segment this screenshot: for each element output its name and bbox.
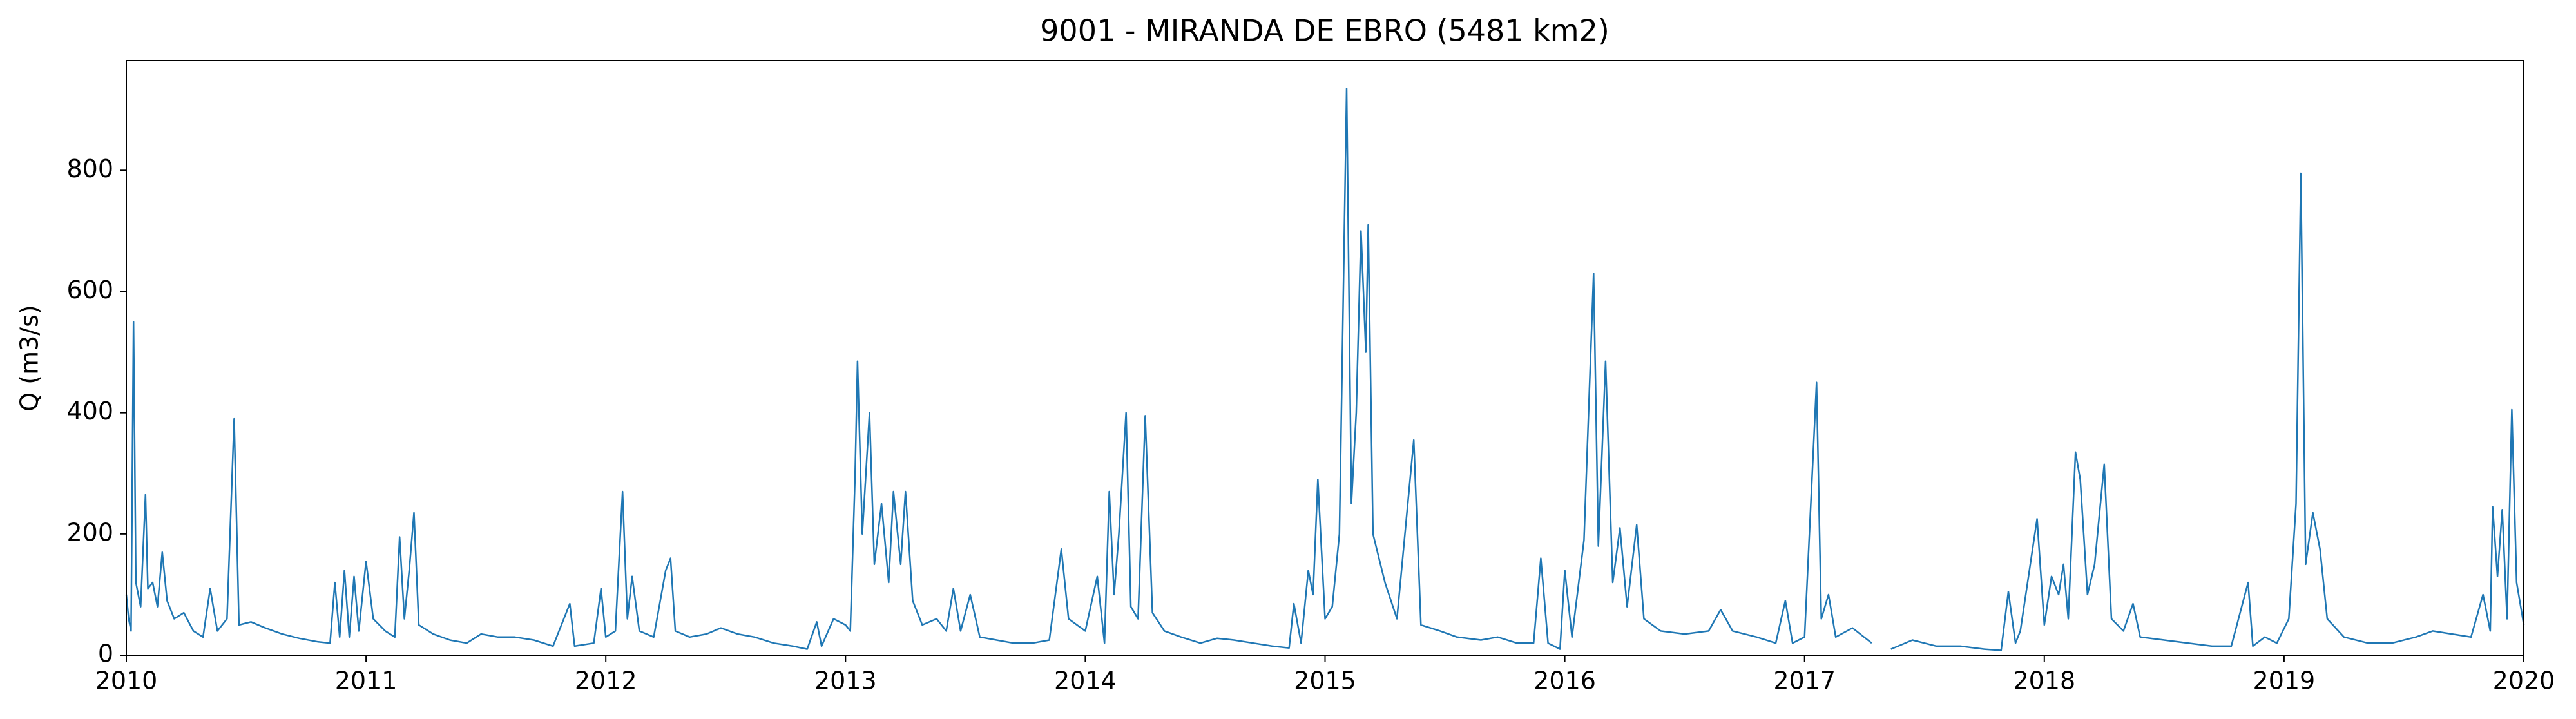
y-tick-label: 800 — [66, 155, 113, 183]
x-tick-label: 2018 — [2013, 667, 2075, 695]
x-tick-label: 2012 — [575, 667, 637, 695]
x-tick-label: 2010 — [95, 667, 158, 695]
y-tick-label: 0 — [98, 640, 113, 668]
y-axis-label: Q (m3/s) — [15, 305, 44, 411]
x-tick-label: 2020 — [2493, 667, 2555, 695]
chart-title: 9001 - MIRANDA DE EBRO (5481 km2) — [1040, 14, 1610, 48]
x-tick-label: 2015 — [1294, 667, 1356, 695]
data-line — [1890, 172, 2525, 651]
x-tick-label: 2014 — [1054, 667, 1117, 695]
x-tick-label: 2016 — [1533, 667, 1596, 695]
x-tick-label: 2019 — [2253, 667, 2316, 695]
x-tick-label: 2017 — [1773, 667, 1836, 695]
y-tick-label: 600 — [66, 276, 113, 304]
x-tick-label: 2011 — [335, 667, 398, 695]
plot-frame — [126, 60, 2524, 656]
y-tick-label: 200 — [66, 518, 113, 546]
y-tick-label: 400 — [66, 397, 113, 425]
x-tick-label: 2013 — [814, 667, 877, 695]
data-line — [125, 88, 1872, 650]
